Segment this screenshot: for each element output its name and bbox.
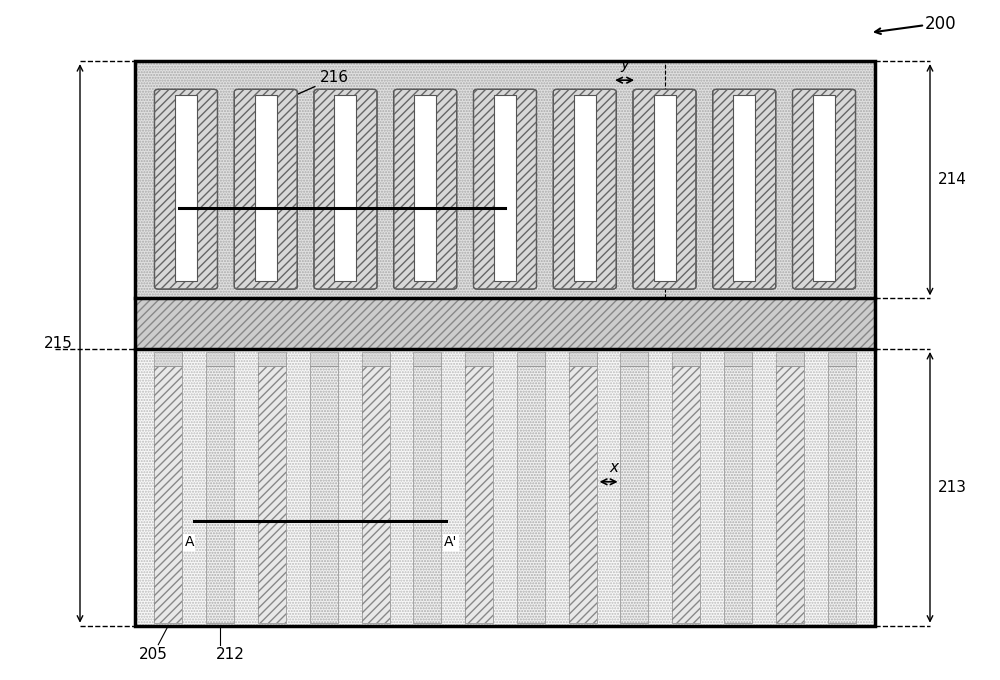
FancyBboxPatch shape: [474, 89, 536, 289]
Bar: [135, 349, 875, 626]
Bar: [206, 352, 234, 366]
Bar: [672, 352, 700, 366]
Bar: [258, 366, 286, 623]
Text: A: A: [184, 535, 194, 549]
Bar: [465, 366, 493, 623]
Bar: [135, 299, 875, 349]
Text: 213: 213: [938, 480, 967, 495]
Bar: [362, 352, 390, 366]
Text: x: x: [609, 460, 618, 475]
Bar: [135, 299, 875, 349]
Bar: [517, 352, 545, 366]
Bar: [135, 61, 875, 299]
Bar: [362, 366, 390, 623]
FancyBboxPatch shape: [793, 89, 856, 289]
Bar: [175, 95, 197, 281]
Bar: [776, 366, 804, 623]
Bar: [672, 352, 700, 366]
Bar: [733, 95, 755, 281]
Bar: [310, 366, 338, 623]
Bar: [828, 366, 856, 623]
FancyBboxPatch shape: [314, 89, 377, 289]
Bar: [154, 352, 182, 366]
Bar: [517, 352, 545, 366]
Bar: [413, 352, 441, 366]
Bar: [620, 352, 648, 366]
Bar: [620, 366, 648, 623]
Bar: [828, 366, 856, 623]
FancyBboxPatch shape: [234, 89, 297, 289]
Bar: [569, 366, 597, 623]
Bar: [310, 366, 338, 623]
Text: 205: 205: [139, 647, 168, 662]
Text: 215: 215: [44, 336, 72, 351]
Bar: [154, 366, 182, 623]
Text: B': B': [503, 224, 517, 239]
Text: 216: 216: [278, 70, 349, 103]
Bar: [465, 352, 493, 366]
Bar: [724, 352, 752, 366]
Bar: [465, 366, 493, 623]
Bar: [654, 95, 676, 281]
Bar: [334, 95, 356, 281]
Bar: [258, 366, 286, 623]
Bar: [828, 352, 856, 366]
Bar: [362, 352, 390, 366]
Bar: [258, 352, 286, 366]
Bar: [413, 366, 441, 623]
Text: B: B: [170, 224, 179, 239]
Bar: [724, 366, 752, 623]
Bar: [813, 95, 835, 281]
Bar: [135, 349, 875, 626]
Bar: [494, 95, 516, 281]
Text: 212: 212: [216, 647, 245, 662]
Text: 214: 214: [938, 172, 966, 187]
Bar: [776, 352, 804, 366]
Bar: [206, 366, 234, 623]
Text: A': A': [444, 535, 457, 549]
Bar: [154, 352, 182, 366]
Bar: [672, 366, 700, 623]
Bar: [413, 366, 441, 623]
Bar: [828, 352, 856, 366]
FancyBboxPatch shape: [154, 89, 217, 289]
Bar: [724, 352, 752, 366]
Bar: [310, 352, 338, 366]
FancyBboxPatch shape: [713, 89, 776, 289]
Bar: [135, 61, 875, 299]
Bar: [776, 352, 804, 366]
Bar: [135, 61, 875, 626]
Bar: [569, 352, 597, 366]
Bar: [206, 352, 234, 366]
Bar: [620, 352, 648, 366]
Bar: [620, 366, 648, 623]
Bar: [154, 366, 182, 623]
Bar: [776, 366, 804, 623]
Bar: [310, 352, 338, 366]
FancyBboxPatch shape: [394, 89, 457, 289]
Bar: [569, 366, 597, 623]
Bar: [569, 352, 597, 366]
Bar: [258, 352, 286, 366]
Bar: [517, 366, 545, 623]
Bar: [413, 352, 441, 366]
Bar: [517, 366, 545, 623]
Bar: [574, 95, 596, 281]
FancyBboxPatch shape: [553, 89, 616, 289]
Bar: [724, 366, 752, 623]
Bar: [672, 366, 700, 623]
Text: 200: 200: [925, 15, 957, 33]
Bar: [465, 352, 493, 366]
FancyBboxPatch shape: [633, 89, 696, 289]
Bar: [255, 95, 277, 281]
Bar: [362, 366, 390, 623]
Text: y: y: [620, 57, 629, 72]
Bar: [414, 95, 436, 281]
Bar: [206, 366, 234, 623]
